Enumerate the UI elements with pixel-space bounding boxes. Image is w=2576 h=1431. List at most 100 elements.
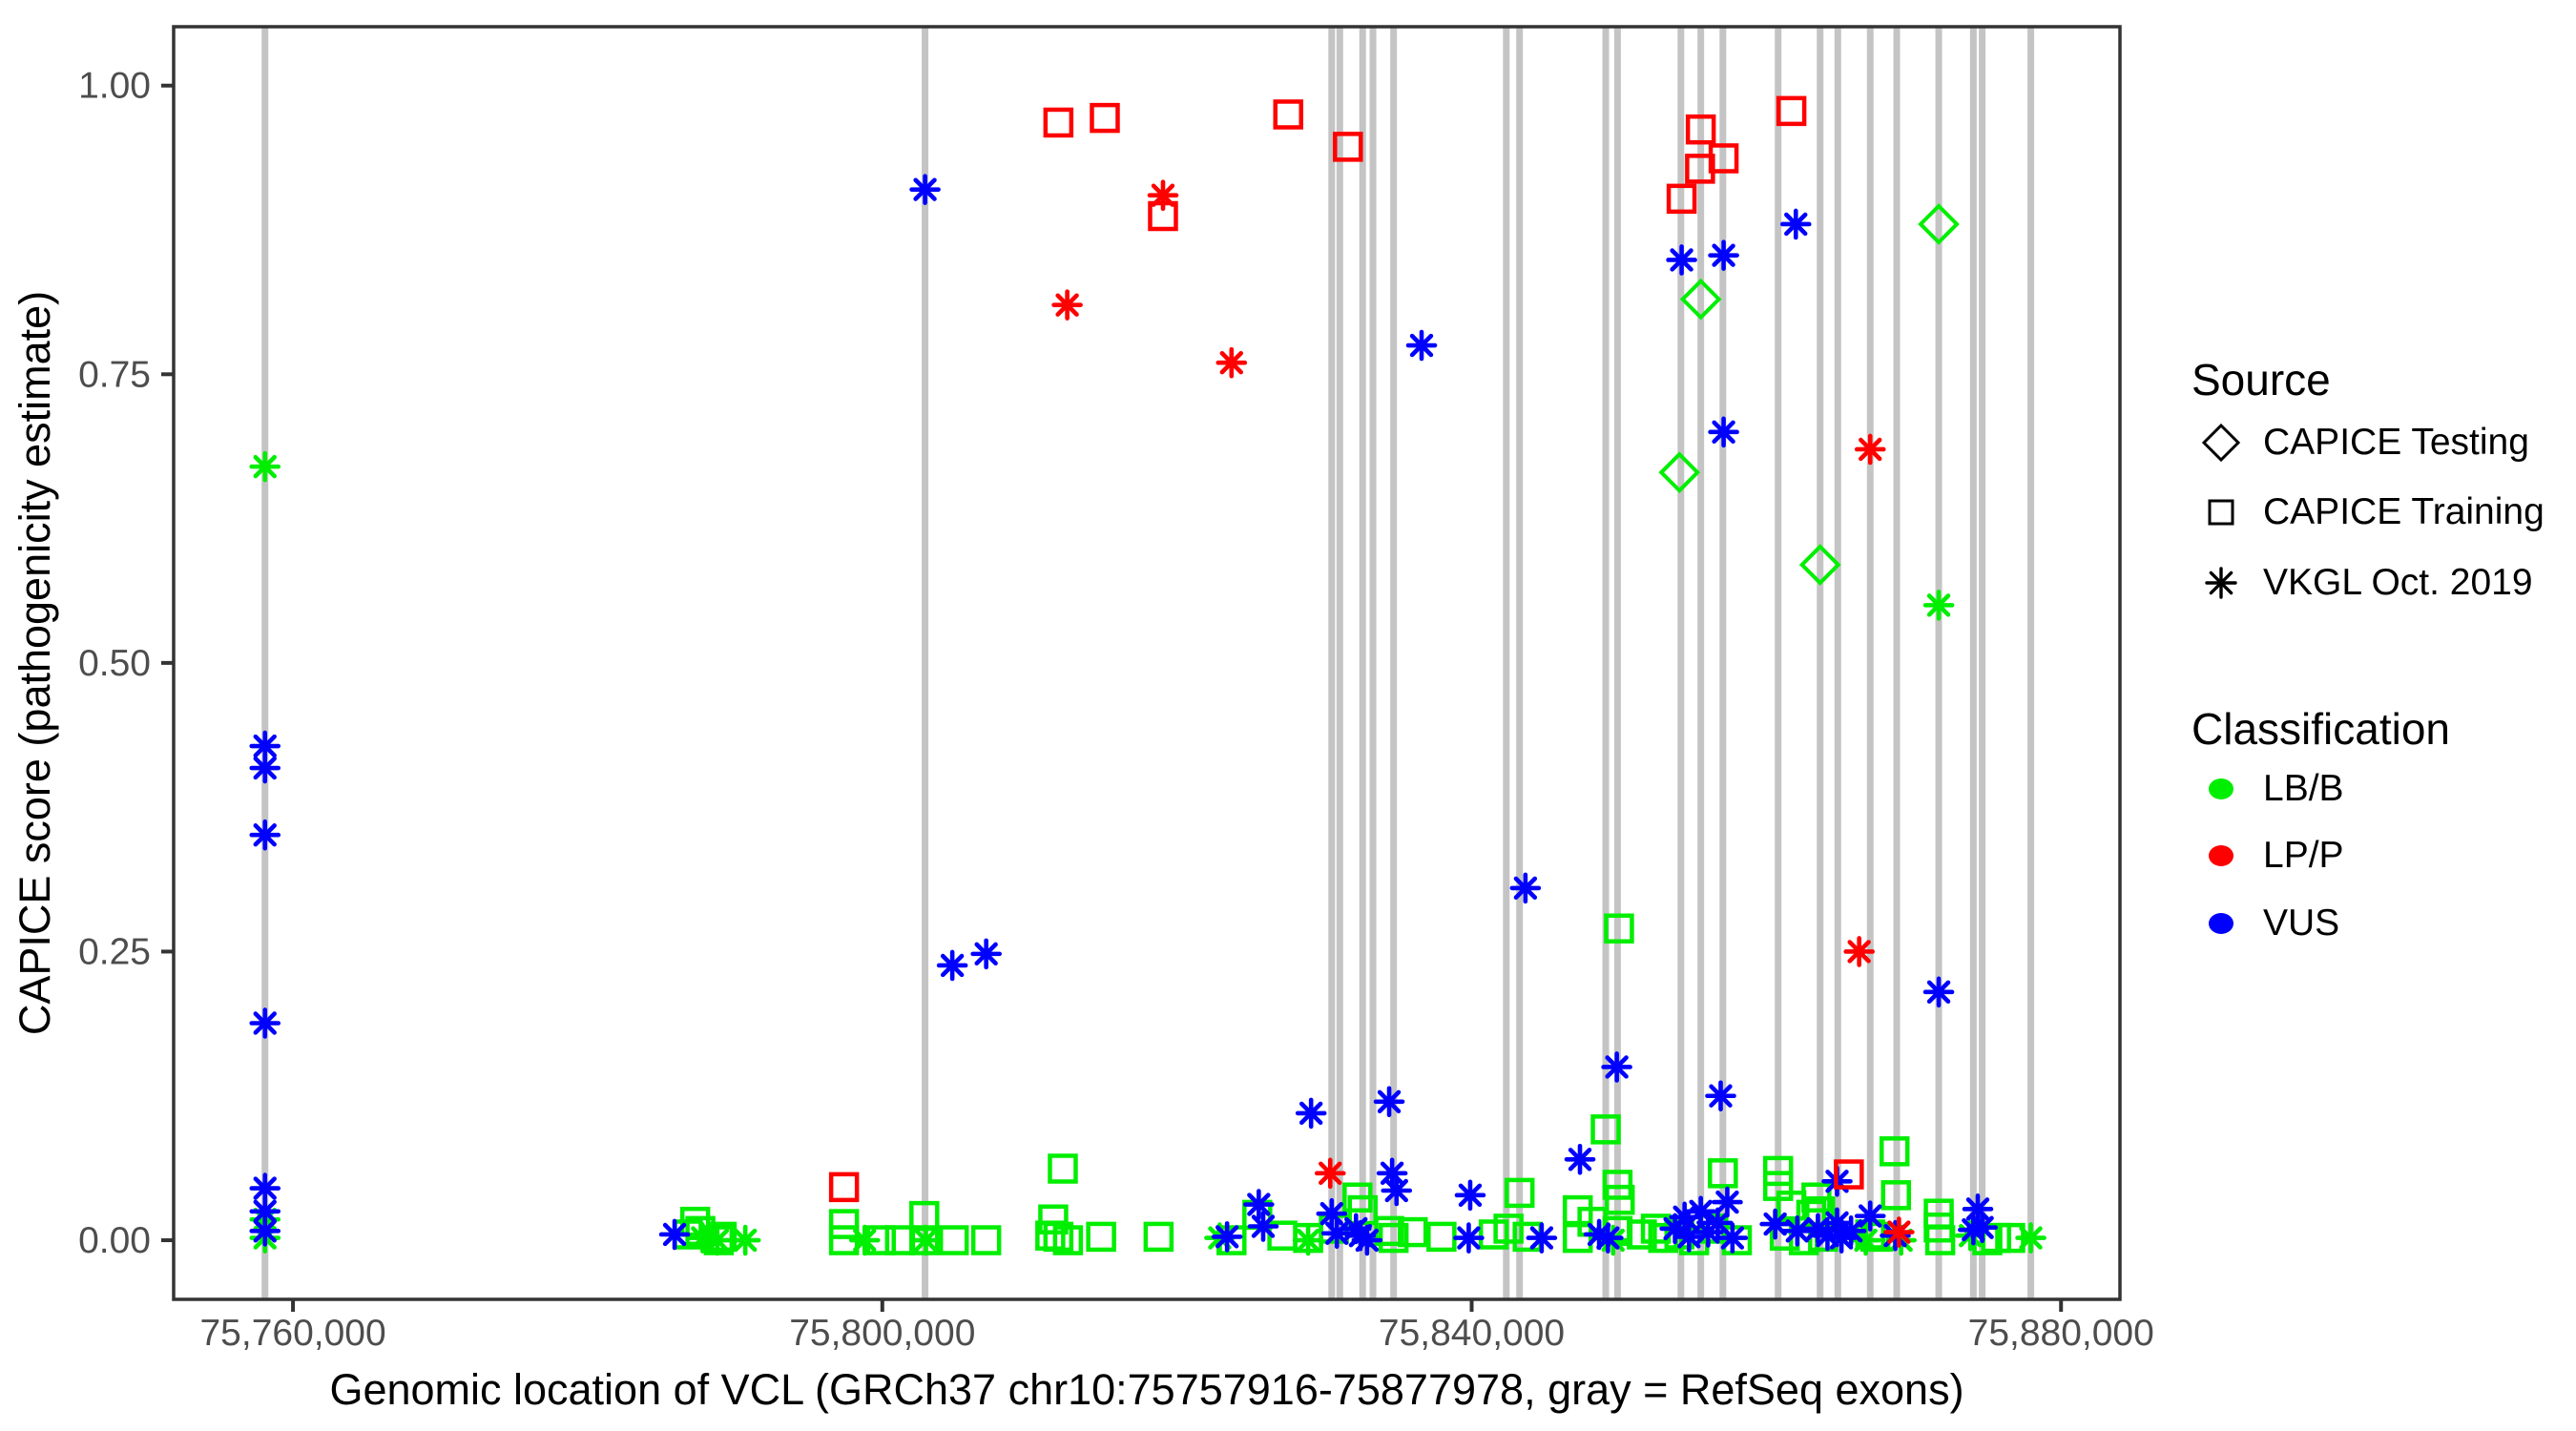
data-point-square <box>1043 107 1074 138</box>
asterisk-icon <box>2200 562 2242 604</box>
data-point-asterisk <box>658 1218 691 1251</box>
y-tick-label: 0.75 <box>78 354 151 395</box>
data-point-square <box>1685 154 1715 184</box>
data-point-asterisk <box>1509 872 1542 904</box>
legend-item-vus: VUS <box>2200 901 2339 946</box>
blue-dot-icon <box>2200 902 2242 944</box>
legend-item-capice-training: CAPICE Training <box>2200 489 2545 535</box>
data-point-asterisk <box>1779 208 1812 240</box>
data-point-asterisk <box>1601 1051 1632 1083</box>
data-point-asterisk <box>910 1224 942 1256</box>
data-point-asterisk <box>2015 1222 2046 1254</box>
data-point-square <box>1721 1225 1753 1255</box>
x-tick-label: 75,760,000 <box>199 1313 385 1354</box>
diamond-icon <box>2200 422 2242 464</box>
data-point-square <box>1086 1221 1116 1253</box>
x-tick-label: 75,840,000 <box>1379 1313 1565 1354</box>
data-point-asterisk <box>848 1224 881 1256</box>
data-point-asterisk <box>1835 1215 1867 1247</box>
data-point-asterisk <box>1705 1080 1736 1112</box>
data-point-square <box>1143 1221 1174 1253</box>
data-point-asterisk <box>1381 1174 1413 1207</box>
data-point-asterisk <box>1592 1222 1624 1254</box>
data-point-square <box>1493 1213 1524 1244</box>
data-point-asterisk <box>1922 976 1955 1008</box>
data-point-square <box>1590 1114 1621 1145</box>
y-tick-label: 1.00 <box>78 66 151 107</box>
x-tick-label: 75,800,000 <box>789 1313 975 1354</box>
data-point-square <box>1397 1216 1428 1248</box>
data-point-asterisk <box>1966 1212 1998 1244</box>
data-point-asterisk <box>1759 1208 1791 1240</box>
data-point-asterisk <box>1922 590 1955 621</box>
data-point-square <box>1708 143 1739 174</box>
y-tick-label: 0.00 <box>78 1220 151 1261</box>
data-point-square <box>1090 102 1120 134</box>
data-point-square <box>1043 1221 1074 1253</box>
data-point-square <box>1378 1222 1409 1254</box>
data-point-asterisk <box>249 819 281 851</box>
data-point-asterisk <box>249 450 281 483</box>
data-point-square <box>1426 1221 1457 1253</box>
data-point-asterisk <box>1883 1216 1915 1248</box>
data-point-square <box>1880 1180 1912 1211</box>
data-point-square <box>828 1172 860 1203</box>
data-point-square <box>884 1225 916 1255</box>
data-point-square <box>1604 913 1634 944</box>
data-point-asterisk <box>1781 1215 1814 1247</box>
legend-item-label: CAPICE Training <box>2263 491 2545 532</box>
data-point-asterisk <box>249 752 281 784</box>
data-point-square <box>1879 1136 1910 1167</box>
data-point-asterisk <box>1243 1189 1275 1220</box>
data-point-square <box>1052 1225 1084 1255</box>
data-point-asterisk <box>1292 1224 1324 1256</box>
data-point-square <box>1273 99 1304 130</box>
data-point-asterisk <box>1716 1222 1749 1254</box>
data-point-square <box>1776 95 1807 127</box>
data-point-asterisk <box>1854 433 1886 466</box>
legend-item-label: CAPICE Testing <box>2263 422 2529 463</box>
data-point-square <box>1333 132 1363 162</box>
data-point-square <box>1504 1177 1535 1209</box>
data-point-asterisk <box>1320 1217 1353 1250</box>
data-point-square <box>970 1225 1002 1255</box>
data-point-asterisk <box>1843 936 1875 967</box>
data-point-square <box>1708 1158 1738 1189</box>
red-dot-icon <box>2200 835 2242 877</box>
data-point-asterisk <box>1147 179 1179 212</box>
data-point-asterisk <box>249 730 281 762</box>
square-icon <box>2200 491 2242 533</box>
data-point-asterisk <box>1526 1222 1558 1254</box>
legend-item-label: VKGL Oct. 2019 <box>2263 562 2533 603</box>
x-axis-title: Genomic location of VCL (GRCh37 chr10:75… <box>329 1365 1963 1414</box>
data-point-asterisk <box>909 174 941 205</box>
data-point-square <box>1834 1159 1864 1190</box>
data-point-square <box>685 1215 716 1247</box>
data-point-asterisk <box>1672 1221 1705 1253</box>
data-point-square <box>1048 1153 1078 1184</box>
data-point-asterisk <box>1405 329 1438 362</box>
data-point-diamond <box>1918 203 1960 245</box>
data-point-asterisk <box>1854 1200 1886 1232</box>
panel-border <box>172 25 2122 1301</box>
data-point-square <box>938 1225 969 1255</box>
data-point-asterisk <box>1351 1224 1383 1256</box>
data-point-asterisk <box>1453 1222 1485 1254</box>
legend-item-label: LP/P <box>2263 835 2344 876</box>
data-point-asterisk <box>701 1224 734 1256</box>
y-tick-label: 0.50 <box>78 643 151 684</box>
data-point-asterisk <box>1962 1193 1994 1225</box>
legend-source-title: Source <box>2192 355 2331 404</box>
x-tick-label: 75,880,000 <box>1968 1313 2154 1354</box>
data-point-asterisk <box>1314 1157 1346 1190</box>
data-point-asterisk <box>1373 1086 1405 1118</box>
legend-item-label: VUS <box>2263 902 2340 944</box>
data-point-asterisk <box>1316 1197 1348 1230</box>
data-point-asterisk <box>970 938 1002 970</box>
green-dot-icon <box>2200 768 2242 810</box>
legend: Source CAPICE Testing CAPICE Training <box>2192 0 2573 1431</box>
data-point-asterisk <box>1685 1195 1716 1228</box>
data-point-asterisk <box>1215 346 1248 379</box>
